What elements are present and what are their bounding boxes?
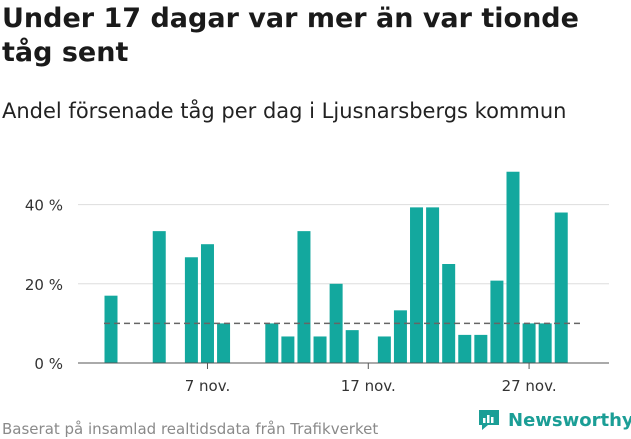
bar: [410, 207, 424, 363]
axes: 0 % 20 % 40 % 7 nov. 17 nov. 27 nov.: [25, 197, 609, 395]
x-tick-label: 27 nov.: [502, 377, 557, 395]
bar: [393, 310, 407, 363]
bar: [538, 323, 552, 363]
brand-name: Newsworthy: [508, 409, 631, 431]
chart-title: Under 17 dagar var mer än var tionde tåg…: [2, 3, 579, 68]
bar: [474, 334, 488, 363]
chart-subtitle: Andel försenade tåg per dag i Ljusnarsbe…: [2, 99, 567, 123]
x-tick-label: 17 nov.: [341, 377, 396, 395]
bars: [104, 171, 568, 363]
bar: [200, 244, 214, 363]
bar: [217, 323, 231, 363]
y-tick-label: 20 %: [25, 276, 63, 294]
brand-logo: Newsworthy: [476, 408, 631, 432]
bar: [281, 336, 295, 363]
bar: [152, 231, 166, 363]
bar: [506, 171, 520, 363]
newsworthy-logo-icon: [479, 410, 499, 430]
x-tick-label: 7 nov.: [185, 377, 230, 395]
bar: [297, 231, 311, 363]
gridlines: [78, 204, 609, 285]
bar: [265, 323, 279, 363]
bar: [442, 264, 456, 363]
bar: [313, 336, 327, 363]
bar: [345, 330, 359, 363]
bar: [377, 336, 391, 363]
bar: [490, 280, 504, 363]
bar: [522, 323, 536, 363]
source-note: Baserat på insamlad realtidsdata från Tr…: [2, 420, 379, 438]
bar: [184, 257, 198, 363]
bar: [104, 295, 118, 363]
y-tick-label: 0 %: [34, 355, 63, 373]
bar: [458, 334, 472, 363]
y-tick-label: 40 %: [25, 197, 63, 215]
bar: [554, 212, 568, 363]
bar: [426, 207, 440, 363]
bar-chart: 0 % 20 % 40 % 7 nov. 17 nov. 27 nov.: [25, 171, 609, 395]
